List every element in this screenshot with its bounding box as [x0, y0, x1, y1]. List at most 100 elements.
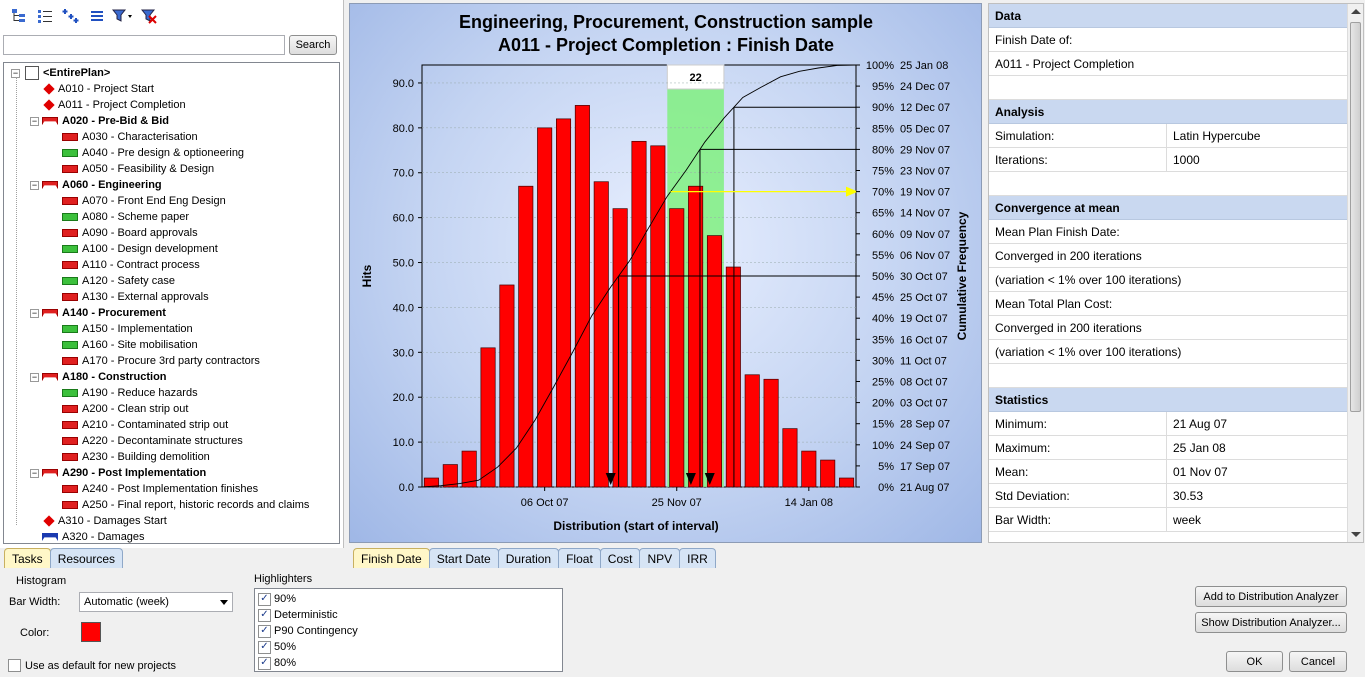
filter-icon[interactable] [112, 6, 134, 26]
tree-item[interactable]: − A290 - Post Implementation [30, 465, 206, 481]
tree-item[interactable]: − <EntirePlan> [11, 65, 110, 81]
add-to-distribution-analyzer-button[interactable]: Add to Distribution Analyzer [1195, 586, 1347, 607]
tree-item[interactable]: A050 - Feasibility & Design [62, 161, 214, 177]
show-distribution-analyzer-button[interactable]: Show Distribution Analyzer... [1195, 612, 1347, 633]
tree-item-label: A200 - Clean strip out [82, 403, 189, 415]
scroll-down-icon[interactable] [1351, 532, 1361, 537]
data-panel-scrollbar[interactable] [1347, 4, 1363, 542]
tree-item[interactable]: A010 - Project Start [30, 81, 154, 97]
y2-tick-pct: 45% [872, 292, 894, 304]
scroll-up-icon[interactable] [1351, 9, 1361, 14]
data-row-value: 30.53 [1173, 488, 1204, 503]
y2-tick-date: 11 Oct 07 [900, 355, 947, 367]
highlighter-checkbox[interactable]: ✓ [258, 656, 271, 670]
data-row: Mean Total Plan Cost: [989, 292, 1349, 316]
tab-irr[interactable]: IRR [679, 548, 716, 568]
y2-tick-date: 24 Sep 07 [900, 440, 950, 452]
ok-button[interactable]: OK [1226, 651, 1283, 672]
tree-item[interactable]: − A140 - Procurement [30, 305, 166, 321]
tab-float[interactable]: Float [558, 548, 601, 568]
tree-item-label: A110 - Contract process [82, 259, 200, 271]
tree-item[interactable]: A130 - External approvals [62, 289, 209, 305]
tree-item[interactable]: A240 - Post Implementation finishes [62, 481, 258, 497]
bar-width-label: Bar Width: [9, 596, 61, 608]
task-tree[interactable]: − <EntirePlan> A010 - Project Start A011 - … [3, 62, 340, 544]
marker-triangle [704, 473, 715, 485]
tree-item[interactable]: A200 - Clean strip out [62, 401, 188, 417]
tree-item[interactable]: A170 - Procure 3rd party contractors [62, 353, 260, 369]
highlighter-checkbox[interactable]: ✓ [258, 592, 271, 606]
tree-item[interactable]: A080 - Scheme paper [62, 209, 189, 225]
tree-item[interactable]: − A180 - Construction [30, 369, 167, 385]
highlighter-item: ✓ 50% [258, 639, 296, 655]
tab-resources[interactable]: Resources [49, 548, 124, 568]
tree-structure-icon[interactable] [8, 6, 30, 26]
histogram-bar [820, 459, 836, 488]
tab-duration[interactable]: Duration [497, 548, 560, 568]
collapse-toggle-icon[interactable]: − [30, 307, 39, 318]
default-checkbox[interactable] [8, 659, 21, 672]
cancel-button[interactable]: Cancel [1289, 651, 1347, 672]
y2-tick-date: 14 Nov 07 [900, 208, 950, 220]
tab-npv[interactable]: NPV [639, 548, 681, 568]
tree-item[interactable]: A120 - Safety case [62, 273, 175, 289]
tree-item[interactable]: A110 - Contract process [62, 257, 200, 273]
tree-item[interactable]: A250 - Final report, historic records an… [62, 497, 309, 513]
tree-item[interactable]: A030 - Characterisation [62, 129, 198, 145]
histogram-bar [442, 464, 458, 488]
task-bar-icon [62, 261, 78, 269]
left-tab-strip: Tasks Resources [4, 548, 124, 568]
tree-item[interactable]: A090 - Board approvals [62, 225, 198, 241]
tree-item[interactable]: − A020 - Pre-Bid & Bid [30, 113, 169, 129]
tree-item-label: A100 - Design development [82, 243, 218, 255]
color-swatch[interactable] [81, 622, 101, 642]
y2-tick-date: 30 Oct 07 [900, 271, 948, 283]
tree-item[interactable]: A220 - Decontaminate structures [62, 433, 243, 449]
tree-item[interactable]: A070 - Front End Eng Design [62, 193, 226, 209]
collapse-toggle-icon[interactable]: − [30, 371, 39, 382]
scroll-thumb[interactable] [1350, 22, 1361, 412]
tree-item[interactable]: A150 - Implementation [62, 321, 193, 337]
tab-tasks[interactable]: Tasks [4, 548, 51, 568]
tree-item[interactable]: A320 - Damages [30, 529, 145, 543]
highlighter-checkbox[interactable]: ✓ [258, 608, 271, 622]
tree-item-label: A010 - Project Start [58, 83, 154, 95]
tab-finish-date[interactable]: Finish Date [353, 548, 430, 568]
tree-item-label: A250 - Final report, historic records an… [82, 499, 310, 511]
search-button[interactable]: Search [289, 35, 337, 55]
search-input[interactable] [3, 35, 285, 55]
data-row: Finish Date of: [989, 28, 1349, 52]
tree-item[interactable]: A190 - Reduce hazards [62, 385, 198, 401]
histogram-bar [499, 284, 515, 488]
tree-item[interactable]: A230 - Building demolition [62, 449, 210, 465]
y2-tick-date: 19 Oct 07 [900, 313, 948, 325]
collapse-toggle-icon[interactable]: − [11, 67, 20, 78]
tree-item[interactable]: A310 - Damages Start [30, 513, 167, 529]
tree-item[interactable]: A210 - Contaminated strip out [62, 417, 228, 433]
highlighter-checkbox[interactable]: ✓ [258, 640, 271, 654]
tab-start-date[interactable]: Start Date [428, 548, 499, 568]
tree-item[interactable]: − A060 - Engineering [30, 177, 162, 193]
highlighter-checkbox[interactable]: ✓ [258, 624, 271, 638]
task-bar-icon [62, 165, 78, 173]
tree-item-label: A120 - Safety case [82, 275, 175, 287]
collapse-all-icon[interactable] [86, 6, 108, 26]
collapse-toggle-icon[interactable]: − [30, 467, 39, 478]
list-view-icon[interactable] [34, 6, 56, 26]
color-label: Color: [20, 627, 50, 639]
tree-item[interactable]: A160 - Site mobilisation [62, 337, 198, 353]
data-row-value: week [1173, 512, 1202, 527]
tree-toolbar [8, 6, 160, 28]
data-row [989, 364, 1349, 388]
tree-item[interactable]: A011 - Project Completion [30, 97, 186, 113]
tab-cost[interactable]: Cost [599, 548, 641, 568]
collapse-toggle-icon[interactable]: − [30, 179, 39, 190]
collapse-toggle-icon[interactable]: − [30, 115, 39, 126]
tree-item[interactable]: A040 - Pre design & optioneering [62, 145, 244, 161]
clear-filter-icon[interactable] [138, 6, 160, 26]
tree-item-label: A020 - Pre-Bid & Bid [62, 115, 169, 127]
tree-item[interactable]: A100 - Design development [62, 241, 218, 257]
expand-all-icon[interactable] [60, 6, 82, 26]
bar-width-select[interactable]: Automatic (week) [79, 592, 233, 612]
